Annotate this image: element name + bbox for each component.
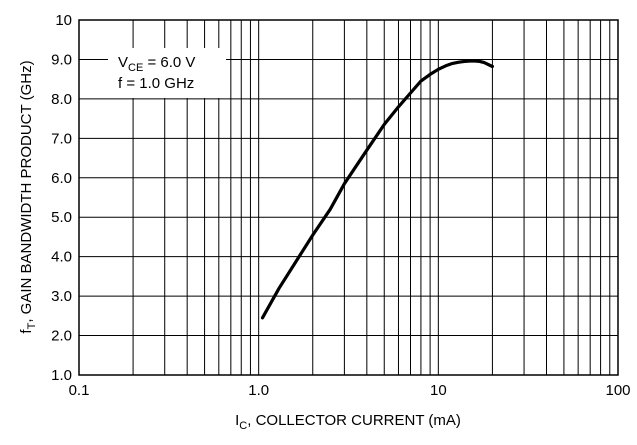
y-axis-label: fT, GAIN BANDWIDTH PRODUCT (GHz) xyxy=(18,60,38,333)
x-tick-label: 10 xyxy=(430,382,447,399)
y-tick-label: 9.0 xyxy=(51,51,72,68)
x-axis-label-sub: C xyxy=(239,420,247,432)
series-line xyxy=(260,59,494,320)
annotation-vce-main: V xyxy=(118,54,128,71)
y-tick-label: 3.0 xyxy=(51,288,72,305)
x-tick-label: 100 xyxy=(605,382,630,399)
y-axis-label-main: f xyxy=(18,329,35,334)
y-tick-label: 2.0 xyxy=(51,328,72,345)
annotation-line2: f = 1.0 GHz xyxy=(118,75,194,92)
x-axis-label-main: I xyxy=(235,412,239,429)
y-tick-label: 1.0 xyxy=(51,367,72,384)
y-tick-label: 7.0 xyxy=(51,130,72,147)
y-tick-label: 8.0 xyxy=(51,91,72,108)
x-axis-label-rest: , COLLECTOR CURRENT (mA) xyxy=(247,412,461,429)
annotation-box xyxy=(108,48,226,98)
y-tick-label: 4.0 xyxy=(51,249,72,266)
annotation: VCE = 6.0 V f = 1.0 GHz xyxy=(108,48,226,98)
x-tick-label: 0.1 xyxy=(69,382,90,399)
annotation-vce-sub: CE xyxy=(128,62,143,74)
y-tick-label: 10 xyxy=(55,12,72,29)
y-tick-label: 5.0 xyxy=(51,209,72,226)
x-tick-label: 1.0 xyxy=(248,382,269,399)
y-axis-label-rest: , GAIN BANDWIDTH PRODUCT (GHz) xyxy=(18,60,35,322)
plot-frame xyxy=(78,19,619,376)
y-axis-label-sub: T xyxy=(26,322,38,329)
annotation-vce-rest: = 6.0 V xyxy=(143,54,195,71)
annotation-line1: VCE = 6.0 V xyxy=(118,54,195,74)
y-tick-label: 6.0 xyxy=(51,170,72,187)
x-axis-label: IC, COLLECTOR CURRENT (mA) xyxy=(235,412,461,432)
